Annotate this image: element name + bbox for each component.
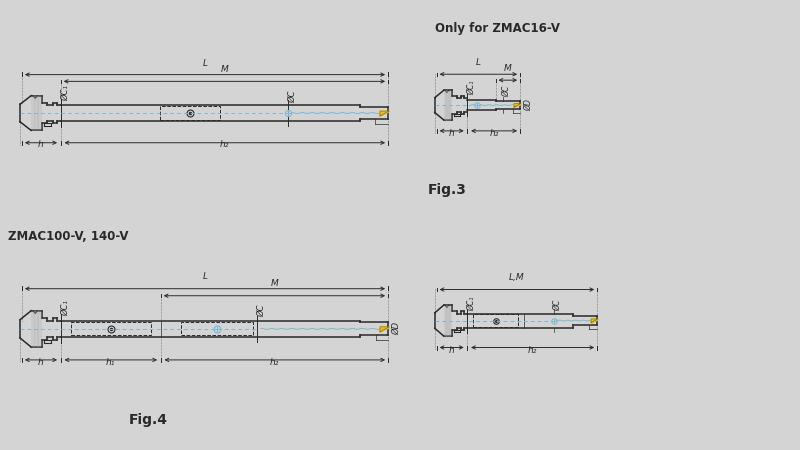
Text: M: M bbox=[221, 65, 228, 74]
Text: ØC: ØC bbox=[502, 86, 511, 97]
Text: h: h bbox=[38, 140, 44, 149]
Text: h₂: h₂ bbox=[220, 140, 230, 149]
Text: ØD: ØD bbox=[524, 99, 533, 111]
Text: L: L bbox=[202, 272, 207, 281]
Text: ØC₁: ØC₁ bbox=[466, 296, 476, 310]
Text: Fig.4: Fig.4 bbox=[129, 413, 167, 427]
Text: h₂: h₂ bbox=[528, 346, 538, 355]
Polygon shape bbox=[514, 104, 521, 107]
Text: h: h bbox=[449, 129, 454, 138]
Text: L: L bbox=[202, 58, 207, 68]
Polygon shape bbox=[380, 327, 389, 332]
Text: h: h bbox=[449, 346, 454, 355]
Text: L,M: L,M bbox=[509, 273, 525, 282]
Text: ØC₁: ØC₁ bbox=[61, 301, 70, 316]
Text: M: M bbox=[504, 64, 512, 73]
Text: ØC: ØC bbox=[257, 305, 266, 317]
Text: M: M bbox=[270, 279, 278, 288]
Text: ØC: ØC bbox=[288, 90, 298, 103]
Text: L: L bbox=[476, 58, 481, 67]
Text: ZMAC100-V, 140-V: ZMAC100-V, 140-V bbox=[8, 230, 129, 243]
Text: ØD: ØD bbox=[392, 322, 401, 335]
Text: Fig.3: Fig.3 bbox=[427, 183, 466, 197]
Text: h: h bbox=[38, 358, 44, 367]
Text: h₁: h₁ bbox=[106, 358, 115, 367]
Polygon shape bbox=[591, 319, 598, 323]
Text: h₂: h₂ bbox=[490, 129, 498, 138]
Text: ØC₁: ØC₁ bbox=[61, 86, 70, 101]
Text: ØC: ØC bbox=[553, 300, 562, 311]
Text: Only for ZMAC16-V: Only for ZMAC16-V bbox=[435, 22, 560, 35]
Polygon shape bbox=[380, 111, 389, 116]
Text: h₂: h₂ bbox=[270, 358, 279, 367]
Text: ØC₁: ØC₁ bbox=[466, 81, 476, 95]
